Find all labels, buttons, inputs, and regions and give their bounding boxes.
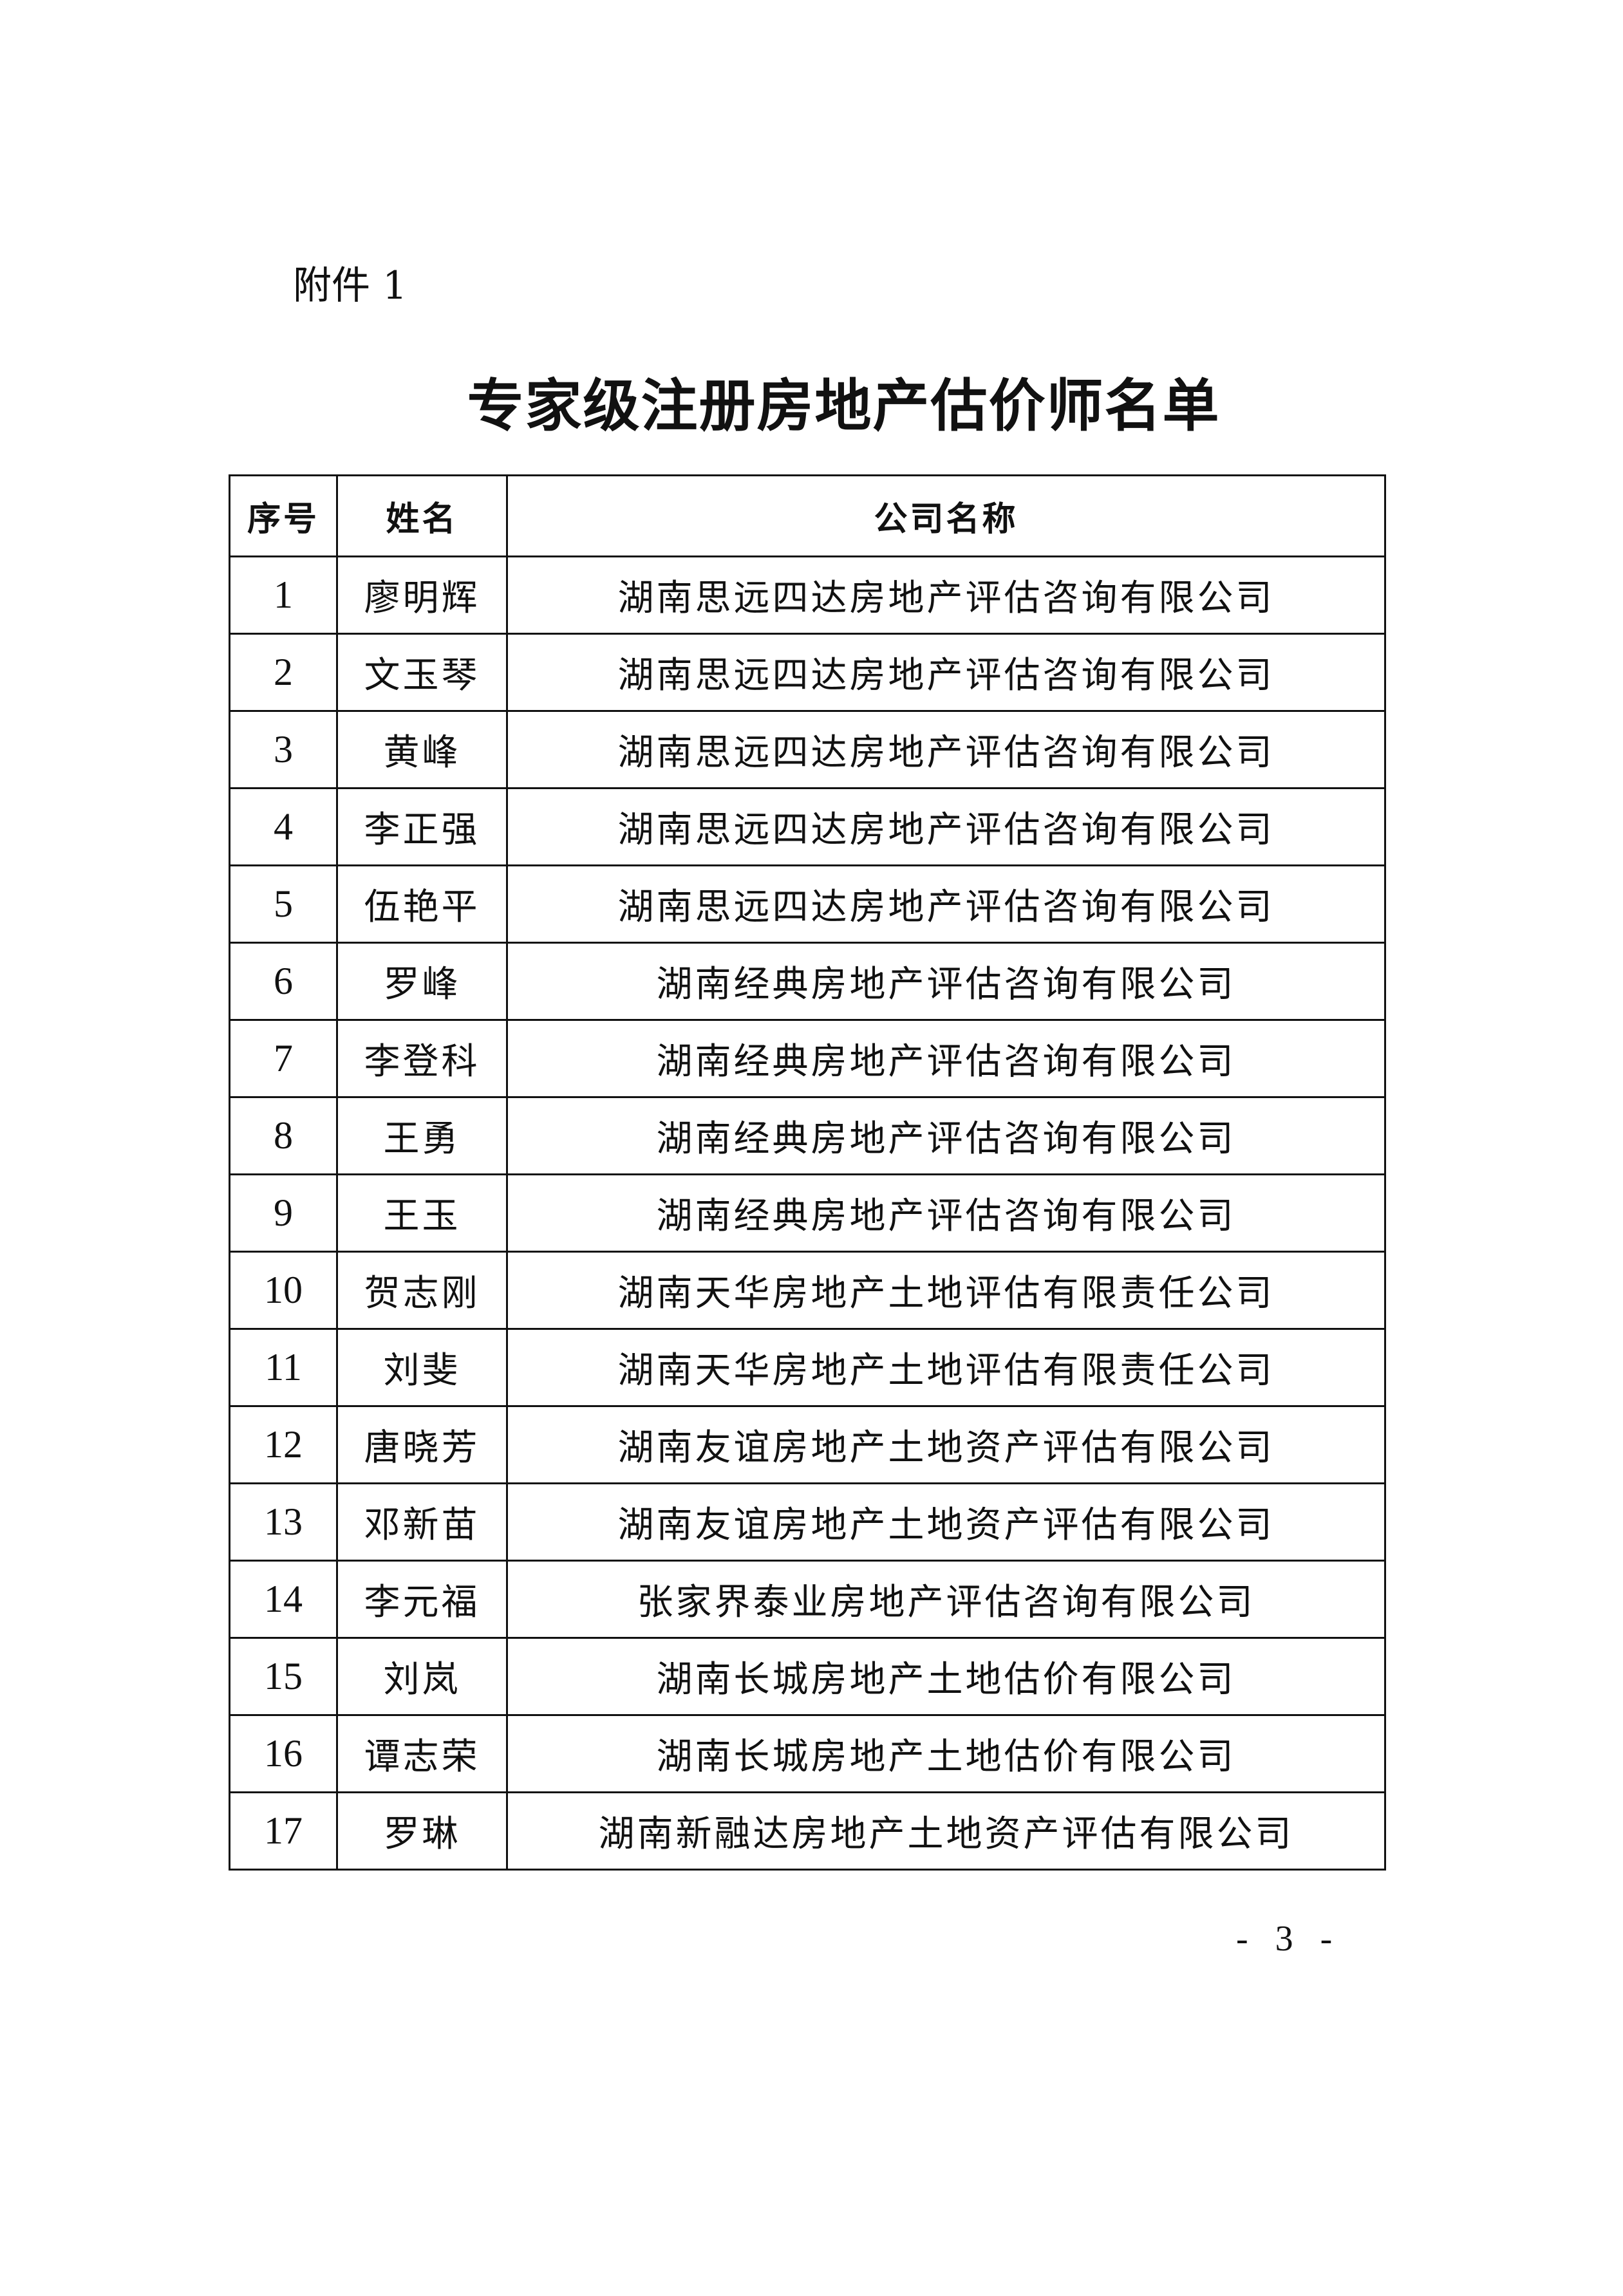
page-title: 专家级注册房地产估价师名单	[467, 372, 1221, 439]
expert-appraiser-table: 序号 姓名 公司名称 1 廖明辉 湖南思远四达房地产评估咨询有限公司 2 文玉琴 湖南思远…	[229, 474, 1386, 1871]
index-cell: 14	[229, 1560, 338, 1639]
index-cell: 11	[229, 1328, 338, 1407]
page-number: - 3 -	[1236, 1919, 1342, 1959]
company-cell: 湖南友谊房地产土地资产评估有限公司	[506, 1482, 1386, 1562]
company-cell: 湖南长城房地产土地估价有限公司	[506, 1714, 1386, 1793]
table-row: 9 王玉 湖南经典房地产评估咨询有限公司	[229, 1173, 1386, 1253]
company-cell: 湖南友谊房地产土地资产评估有限公司	[506, 1405, 1386, 1484]
table-row: 1 廖明辉 湖南思远四达房地产评估咨询有限公司	[229, 555, 1386, 635]
name-cell: 刘斐	[336, 1328, 508, 1407]
name-cell: 伍艳平	[336, 864, 508, 944]
name-cell: 唐晓芳	[336, 1405, 508, 1484]
name-cell: 王勇	[336, 1096, 508, 1175]
table-row: 6 罗峰 湖南经典房地产评估咨询有限公司	[229, 942, 1386, 1021]
name-cell: 罗峰	[336, 942, 508, 1021]
company-cell: 湖南天华房地产土地评估有限责任公司	[506, 1328, 1386, 1407]
table-row: 4 李正强 湖南思远四达房地产评估咨询有限公司	[229, 787, 1386, 866]
attachment-label: 附件 1	[293, 263, 408, 308]
table-row: 10 贺志刚 湖南天华房地产土地评估有限责任公司	[229, 1251, 1386, 1330]
table-row: 8 王勇 湖南经典房地产评估咨询有限公司	[229, 1096, 1386, 1175]
name-cell: 刘岚	[336, 1637, 508, 1716]
index-cell: 9	[229, 1173, 338, 1253]
name-cell: 李元福	[336, 1560, 508, 1639]
name-cell: 邓新苗	[336, 1482, 508, 1562]
company-cell: 湖南长城房地产土地估价有限公司	[506, 1637, 1386, 1716]
header-company: 公司名称	[506, 474, 1386, 557]
index-cell: 5	[229, 864, 338, 944]
name-cell: 罗琳	[336, 1791, 508, 1871]
index-cell: 12	[229, 1405, 338, 1484]
name-cell: 廖明辉	[336, 555, 508, 635]
index-cell: 10	[229, 1251, 338, 1330]
company-cell: 湖南天华房地产土地评估有限责任公司	[506, 1251, 1386, 1330]
company-cell: 湖南经典房地产评估咨询有限公司	[506, 1096, 1386, 1175]
company-cell: 湖南经典房地产评估咨询有限公司	[506, 1019, 1386, 1098]
table-row: 3 黄峰 湖南思远四达房地产评估咨询有限公司	[229, 710, 1386, 789]
index-cell: 17	[229, 1791, 338, 1871]
company-cell: 湖南新融达房地产土地资产评估有限公司	[506, 1791, 1386, 1871]
table-row: 17 罗琳 湖南新融达房地产土地资产评估有限公司	[229, 1791, 1386, 1871]
table-row: 11 刘斐 湖南天华房地产土地评估有限责任公司	[229, 1328, 1386, 1407]
table-row: 14 李元福 张家界泰业房地产评估咨询有限公司	[229, 1560, 1386, 1639]
table-header-row: 序号 姓名 公司名称	[229, 474, 1386, 557]
name-cell: 谭志荣	[336, 1714, 508, 1793]
table-row: 12 唐晓芳 湖南友谊房地产土地资产评估有限公司	[229, 1405, 1386, 1484]
header-index: 序号	[229, 474, 338, 557]
index-cell: 16	[229, 1714, 338, 1793]
index-cell: 15	[229, 1637, 338, 1716]
name-cell: 李登科	[336, 1019, 508, 1098]
company-cell: 张家界泰业房地产评估咨询有限公司	[506, 1560, 1386, 1639]
name-cell: 李正强	[336, 787, 508, 866]
index-cell: 7	[229, 1019, 338, 1098]
index-cell: 6	[229, 942, 338, 1021]
header-name: 姓名	[336, 474, 508, 557]
index-cell: 8	[229, 1096, 338, 1175]
index-cell: 13	[229, 1482, 338, 1562]
company-cell: 湖南思远四达房地产评估咨询有限公司	[506, 787, 1386, 866]
index-cell: 3	[229, 710, 338, 789]
name-cell: 贺志刚	[336, 1251, 508, 1330]
company-cell: 湖南思远四达房地产评估咨询有限公司	[506, 555, 1386, 635]
table-row: 15 刘岚 湖南长城房地产土地估价有限公司	[229, 1637, 1386, 1716]
table-row: 16 谭志荣 湖南长城房地产土地估价有限公司	[229, 1714, 1386, 1793]
table-row: 2 文玉琴 湖南思远四达房地产评估咨询有限公司	[229, 633, 1386, 712]
table-row: 5 伍艳平 湖南思远四达房地产评估咨询有限公司	[229, 864, 1386, 944]
name-cell: 文玉琴	[336, 633, 508, 712]
table-row: 7 李登科 湖南经典房地产评估咨询有限公司	[229, 1019, 1386, 1098]
company-cell: 湖南经典房地产评估咨询有限公司	[506, 1173, 1386, 1253]
name-cell: 黄峰	[336, 710, 508, 789]
index-cell: 2	[229, 633, 338, 712]
company-cell: 湖南思远四达房地产评估咨询有限公司	[506, 710, 1386, 789]
index-cell: 1	[229, 555, 338, 635]
index-cell: 4	[229, 787, 338, 866]
company-cell: 湖南思远四达房地产评估咨询有限公司	[506, 633, 1386, 712]
name-cell: 王玉	[336, 1173, 508, 1253]
company-cell: 湖南经典房地产评估咨询有限公司	[506, 942, 1386, 1021]
company-cell: 湖南思远四达房地产评估咨询有限公司	[506, 864, 1386, 944]
table-row: 13 邓新苗 湖南友谊房地产土地资产评估有限公司	[229, 1482, 1386, 1562]
